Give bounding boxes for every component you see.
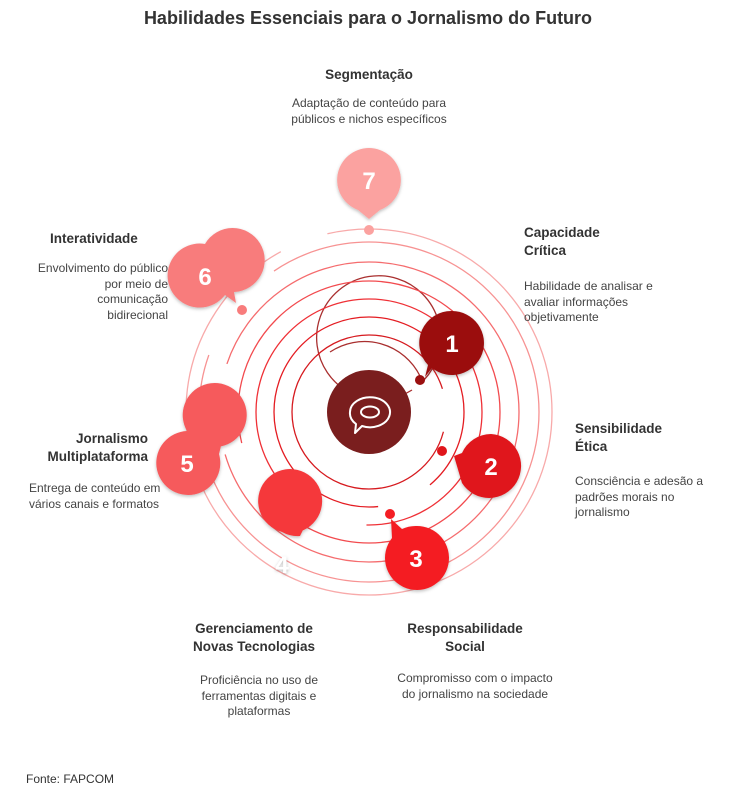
item-5-title-line: Multiplataforma [47, 449, 148, 464]
badge-4-number: 4 [275, 552, 289, 579]
badge-4: 4 [258, 469, 323, 579]
dot-3 [385, 509, 395, 519]
ring-6 [218, 261, 520, 563]
badge-6-number: 6 [198, 264, 211, 291]
item-2-title: Sensibilidade Ética [575, 420, 725, 456]
item-4-title-line: Gerenciamento de [195, 621, 313, 636]
dot-2 [437, 446, 447, 456]
badge-2-number: 2 [484, 454, 497, 481]
item-7-desc-line: públicos e nichos específicos [291, 111, 447, 126]
item-7-title: Segmentação [325, 67, 413, 82]
item-4-desc: Proficiência no uso de ferramentas digit… [174, 673, 344, 720]
item-1-title: Capacidade Crítica [524, 224, 704, 260]
diagram-title: Habilidades Essenciais para o Jornalismo… [143, 8, 593, 28]
item-2-title-line: Ética [575, 439, 608, 454]
item-6-desc-line: bidirecional [107, 307, 168, 322]
item-6-desc-line: por meio de [104, 276, 168, 291]
speech-bubble-icon [348, 396, 391, 434]
item-7-desc-line: Adaptação de conteúdo para [291, 96, 447, 110]
item-3-desc: Compromisso com o impacto do jornalismo … [375, 671, 575, 702]
item-5-title-line: Jornalismo [75, 431, 148, 446]
ring-3 [273, 316, 465, 508]
item-2-desc-line: padrões morais no [575, 489, 675, 504]
badge-3: 3 [384, 519, 449, 590]
dot-6 [237, 305, 247, 315]
item-1-desc-line: Habilidade de analisar e [524, 279, 653, 293]
item-5-title: Jornalismo Multiplataforma [20, 430, 148, 466]
item-3-desc-line: do jornalismo na sociedade [401, 686, 549, 701]
badge-5-number: 5 [180, 451, 193, 478]
dot-7 [364, 225, 374, 235]
item-1-desc-line: avaliar informações [524, 294, 629, 309]
item-7-desc: Adaptação de conteúdo para públicos e ni… [269, 96, 469, 127]
item-6-desc-line: comunicação [97, 292, 168, 306]
item-4-desc-line: ferramentas digitais e [201, 688, 317, 703]
ring-2 [291, 334, 447, 490]
item-5-desc-line: Entrega de conteúdo em [29, 481, 161, 495]
badge-5: 5 [156, 383, 247, 495]
item-2-desc-line: jornalismo [575, 505, 630, 519]
item-4-desc-line: plataformas [227, 704, 291, 718]
badge-7: 7 [337, 148, 401, 219]
badge-2: 2 [454, 434, 522, 498]
item-1-desc: Habilidade de analisar e avaliar informa… [524, 279, 714, 326]
item-2-desc: Consciência e adesão a padrões morais no… [575, 474, 733, 521]
item-2-title-line: Sensibilidade [575, 421, 663, 436]
ring-1b [329, 340, 421, 377]
item-1-title-line: Crítica [524, 243, 567, 258]
badge-1-number: 1 [445, 331, 458, 358]
ring-4 [255, 298, 483, 526]
item-3-desc-line: Compromisso com o impacto [397, 671, 553, 685]
item-4-desc-line: Proficiência no uso de [199, 673, 319, 687]
item-4-title: Gerenciamento de Novas Tecnologias [164, 620, 344, 656]
item-1-desc-line: objetivamente [524, 310, 599, 324]
item-6-desc: Envolvimento do público por meio de comu… [10, 261, 168, 323]
badge-1: 1 [419, 310, 484, 377]
badge-6: 6 [167, 228, 265, 308]
item-6-title: Interatividade [50, 231, 138, 246]
item-4-title-line: Novas Tecnologias [192, 639, 316, 654]
item-6-desc-line: Envolvimento do público [37, 261, 168, 275]
item-3-title-line: Social [445, 639, 485, 654]
badge-7-number: 7 [362, 168, 375, 195]
center-circle [327, 370, 411, 454]
item-5-desc-line: vários canais e formatos [29, 496, 160, 511]
item-1-title-line: Capacidade [524, 225, 600, 240]
item-2-desc-line: Consciência e adesão a [575, 474, 704, 488]
badge-3-number: 3 [409, 546, 422, 573]
source-note: Fonte: FAPCOM [26, 772, 115, 786]
dot-1 [415, 375, 425, 385]
item-5-desc: Entrega de conteúdo em vários canais e f… [29, 481, 179, 512]
item-3-title: Responsabilidade Social [375, 620, 555, 656]
item-3-title-line: Responsabilidade [407, 621, 523, 636]
